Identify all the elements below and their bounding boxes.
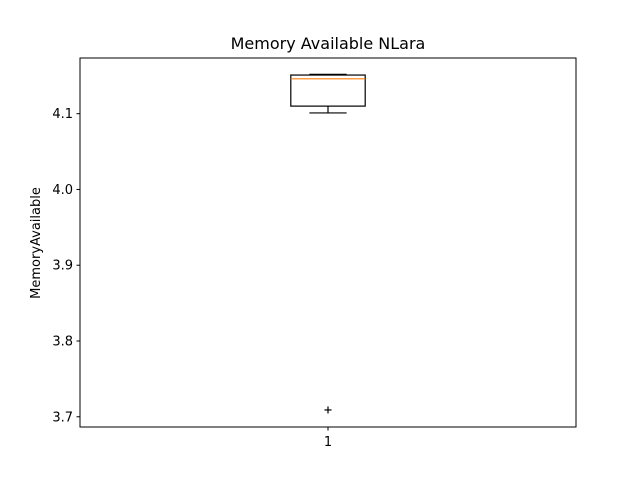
- y-tick-label: 4.0: [52, 183, 73, 198]
- y-tick-label: 3.8: [52, 335, 73, 350]
- box-iqr: [290, 74, 366, 107]
- y-tick-label: 4.1: [52, 107, 73, 122]
- y-tick-label: 3.7: [52, 410, 73, 425]
- box-plot-group: [290, 73, 366, 414]
- y-tick-label: 3.9: [52, 259, 73, 274]
- axes-frame: [79, 57, 577, 428]
- x-tick-label: 1: [324, 435, 332, 450]
- y-axis-ticks: 3.7 3.8 3.9 4.0 4.1: [52, 107, 80, 425]
- chart-title: Memory Available NLara: [231, 34, 426, 53]
- x-axis-ticks: 1: [324, 427, 332, 450]
- y-axis-label: MemoryAvailable: [29, 187, 44, 299]
- outlier-marker: [324, 406, 332, 414]
